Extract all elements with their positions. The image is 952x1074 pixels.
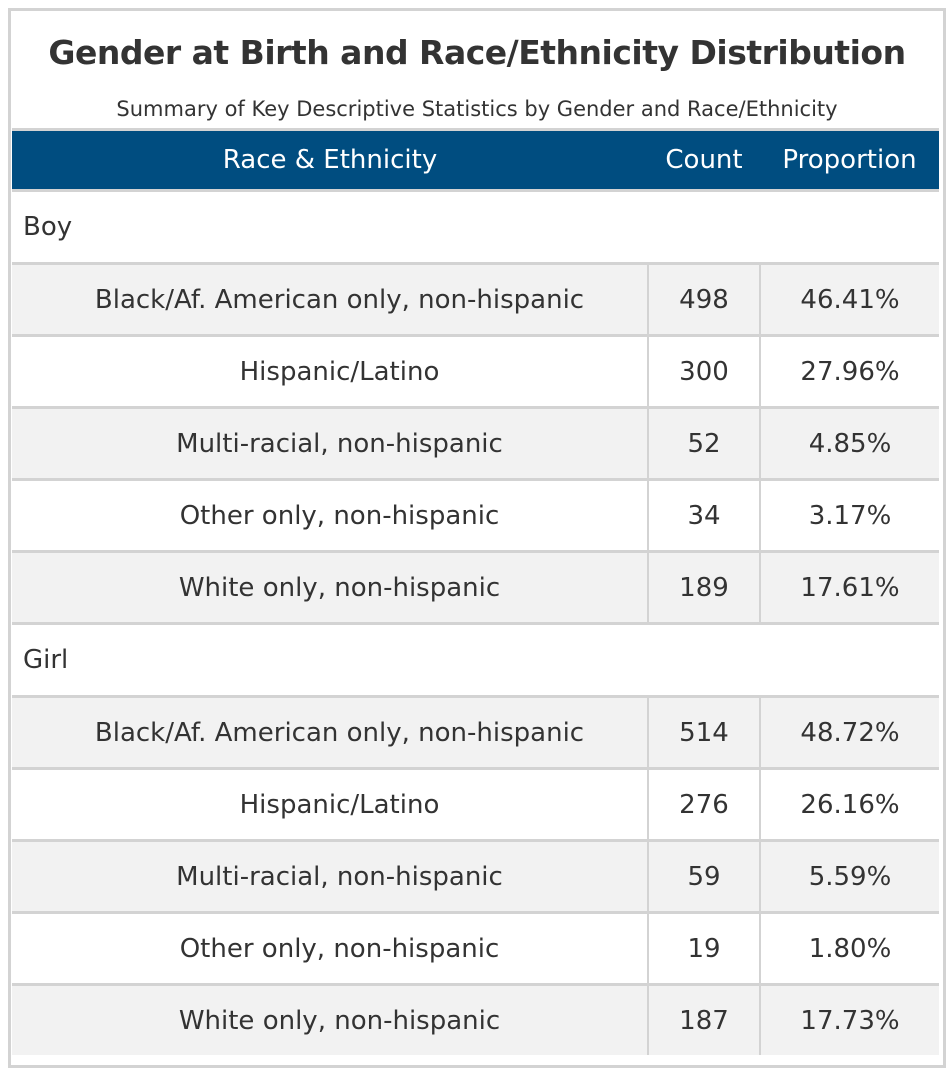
race-cell: Other only, non-hispanic	[12, 912, 648, 986]
proportion-cell: 3.17%	[759, 479, 939, 553]
proportion-cell: 48.72%	[759, 696, 939, 770]
race-cell: Multi-racial, non-hispanic	[12, 407, 648, 481]
table-header: Race & Ethnicity Count Proportion	[12, 129, 939, 191]
table-title: Gender at Birth and Race/Ethnicity Distr…	[48, 33, 906, 72]
column-header-proportion: Proportion	[760, 129, 939, 191]
group-label: Boy	[12, 190, 939, 265]
race-cell: Hispanic/Latino	[12, 768, 648, 842]
count-cell: 187	[647, 984, 760, 1055]
count-cell: 300	[647, 335, 760, 409]
count-cell: 59	[647, 840, 760, 914]
table-card: Gender at Birth and Race/Ethnicity Distr…	[8, 8, 946, 1068]
proportion-cell: 17.73%	[759, 984, 939, 1055]
proportion-cell: 46.41%	[759, 263, 939, 337]
race-cell: White only, non-hispanic	[12, 551, 648, 625]
race-cell: Black/Af. American only, non-hispanic	[12, 263, 648, 337]
group-label: Girl	[12, 623, 939, 698]
table-row: Hispanic/Latino 276 26.16%	[12, 768, 939, 842]
table-row: Black/Af. American only, non-hispanic 51…	[12, 696, 939, 770]
table-subtitle: Summary of Key Descriptive Statistics by…	[116, 97, 838, 121]
table-row: White only, non-hispanic 189 17.61%	[12, 551, 939, 625]
distribution-table: Race & Ethnicity Count Proportion Boy Bl…	[12, 128, 939, 1055]
race-cell: Multi-racial, non-hispanic	[12, 840, 648, 914]
count-cell: 52	[647, 407, 760, 481]
proportion-cell: 17.61%	[759, 551, 939, 625]
table-row: Other only, non-hispanic 34 3.17%	[12, 479, 939, 553]
count-cell: 276	[647, 768, 760, 842]
race-cell: Hispanic/Latino	[12, 335, 648, 409]
table-row: Multi-racial, non-hispanic 59 5.59%	[12, 840, 939, 914]
race-cell: Black/Af. American only, non-hispanic	[12, 696, 648, 770]
group-row-girl: Girl	[12, 623, 939, 698]
race-cell: Other only, non-hispanic	[12, 479, 648, 553]
race-cell: White only, non-hispanic	[12, 984, 648, 1055]
table-row: Hispanic/Latino 300 27.96%	[12, 335, 939, 409]
table-body: Boy Black/Af. American only, non-hispani…	[12, 190, 939, 1055]
proportion-cell: 5.59%	[759, 840, 939, 914]
proportion-cell: 27.96%	[759, 335, 939, 409]
count-cell: 498	[647, 263, 760, 337]
column-header-count: Count	[648, 129, 760, 191]
group-row-boy: Boy	[12, 190, 939, 265]
column-header-race: Race & Ethnicity	[12, 129, 648, 191]
table-row: Black/Af. American only, non-hispanic 49…	[12, 263, 939, 337]
table-row: White only, non-hispanic 187 17.73%	[12, 984, 939, 1055]
count-cell: 19	[647, 912, 760, 986]
count-cell: 189	[647, 551, 760, 625]
proportion-cell: 26.16%	[759, 768, 939, 842]
table-row: Other only, non-hispanic 19 1.80%	[12, 912, 939, 986]
proportion-cell: 1.80%	[759, 912, 939, 986]
count-cell: 514	[647, 696, 760, 770]
proportion-cell: 4.85%	[759, 407, 939, 481]
table-row: Multi-racial, non-hispanic 52 4.85%	[12, 407, 939, 481]
count-cell: 34	[647, 479, 760, 553]
